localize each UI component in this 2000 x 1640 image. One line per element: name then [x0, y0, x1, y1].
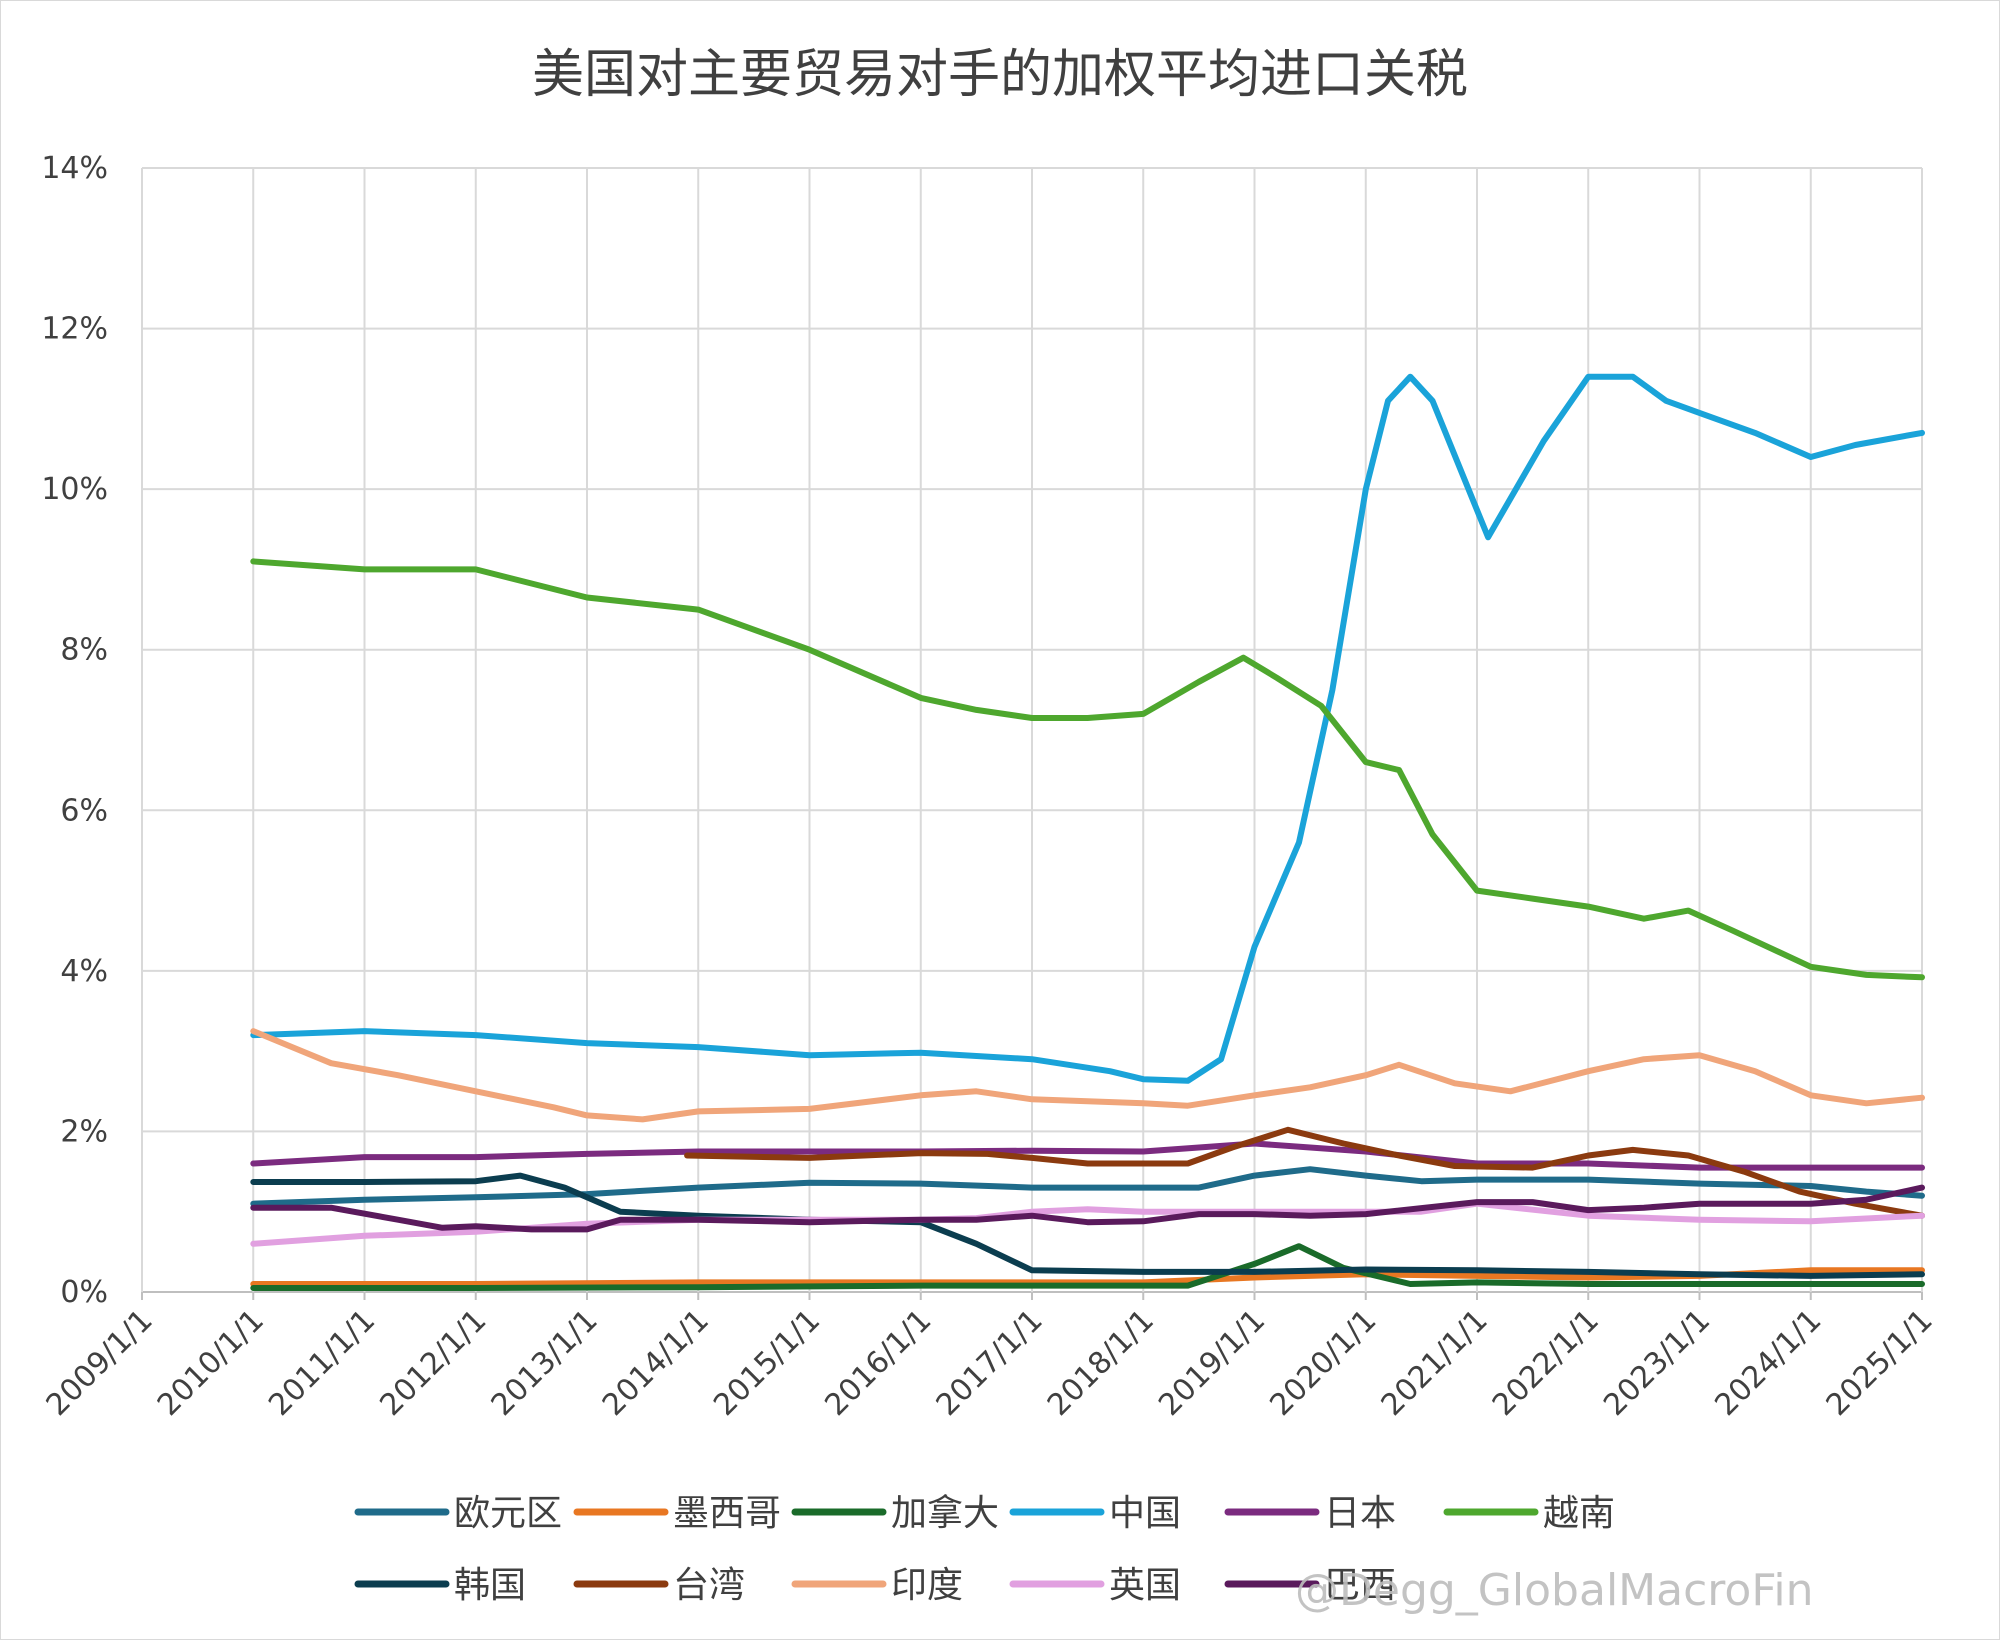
- watermark: @Degg_GlobalMacroFin: [1295, 1565, 1814, 1616]
- series-line-8: [250, 1028, 1925, 1123]
- y-tick-label: 12%: [41, 312, 108, 347]
- y-tick-label: 8%: [60, 633, 108, 668]
- legend-label: 巴西: [1324, 1565, 1396, 1606]
- series-lines: [250, 373, 1925, 1291]
- series-line-5: [250, 558, 1925, 981]
- series-line-6: [250, 1172, 1925, 1279]
- series-line-10: [250, 1184, 1925, 1233]
- legend-label: 日本: [1324, 1493, 1396, 1534]
- y-tick-label: 4%: [60, 954, 108, 989]
- legend-label: 越南: [1543, 1493, 1615, 1534]
- grid: [141, 167, 1923, 1300]
- series-line-9: [250, 1200, 1925, 1247]
- series-line-0: [250, 1166, 1925, 1207]
- legend-label: 加拿大: [891, 1493, 999, 1534]
- y-tick-label: 2%: [60, 1114, 108, 1149]
- series-line-2: [250, 1243, 1925, 1291]
- legend-label: 欧元区: [454, 1493, 562, 1534]
- y-axis: 0% 2% 4% 6% 8% 10% 12% 14%: [41, 151, 108, 1310]
- series-line-7: [684, 1126, 1925, 1219]
- y-tick-label: 0%: [60, 1275, 108, 1310]
- legend-label: 台湾: [673, 1565, 745, 1606]
- legend-label: 墨西哥: [673, 1493, 781, 1534]
- legend-label: 中国: [1109, 1493, 1181, 1534]
- y-tick-label: 6%: [60, 793, 108, 828]
- chart-title: 美国对主要贸易对手的加权平均进口关税: [532, 45, 1468, 105]
- y-tick-label: 14%: [41, 151, 108, 186]
- series-line-3: [250, 373, 1925, 1084]
- legend-label: 韩国: [454, 1565, 526, 1606]
- series-line-4: [250, 1140, 1925, 1171]
- legend-label: 印度: [891, 1565, 963, 1606]
- y-tick-label: 10%: [41, 472, 108, 507]
- legend-label: 英国: [1109, 1565, 1181, 1606]
